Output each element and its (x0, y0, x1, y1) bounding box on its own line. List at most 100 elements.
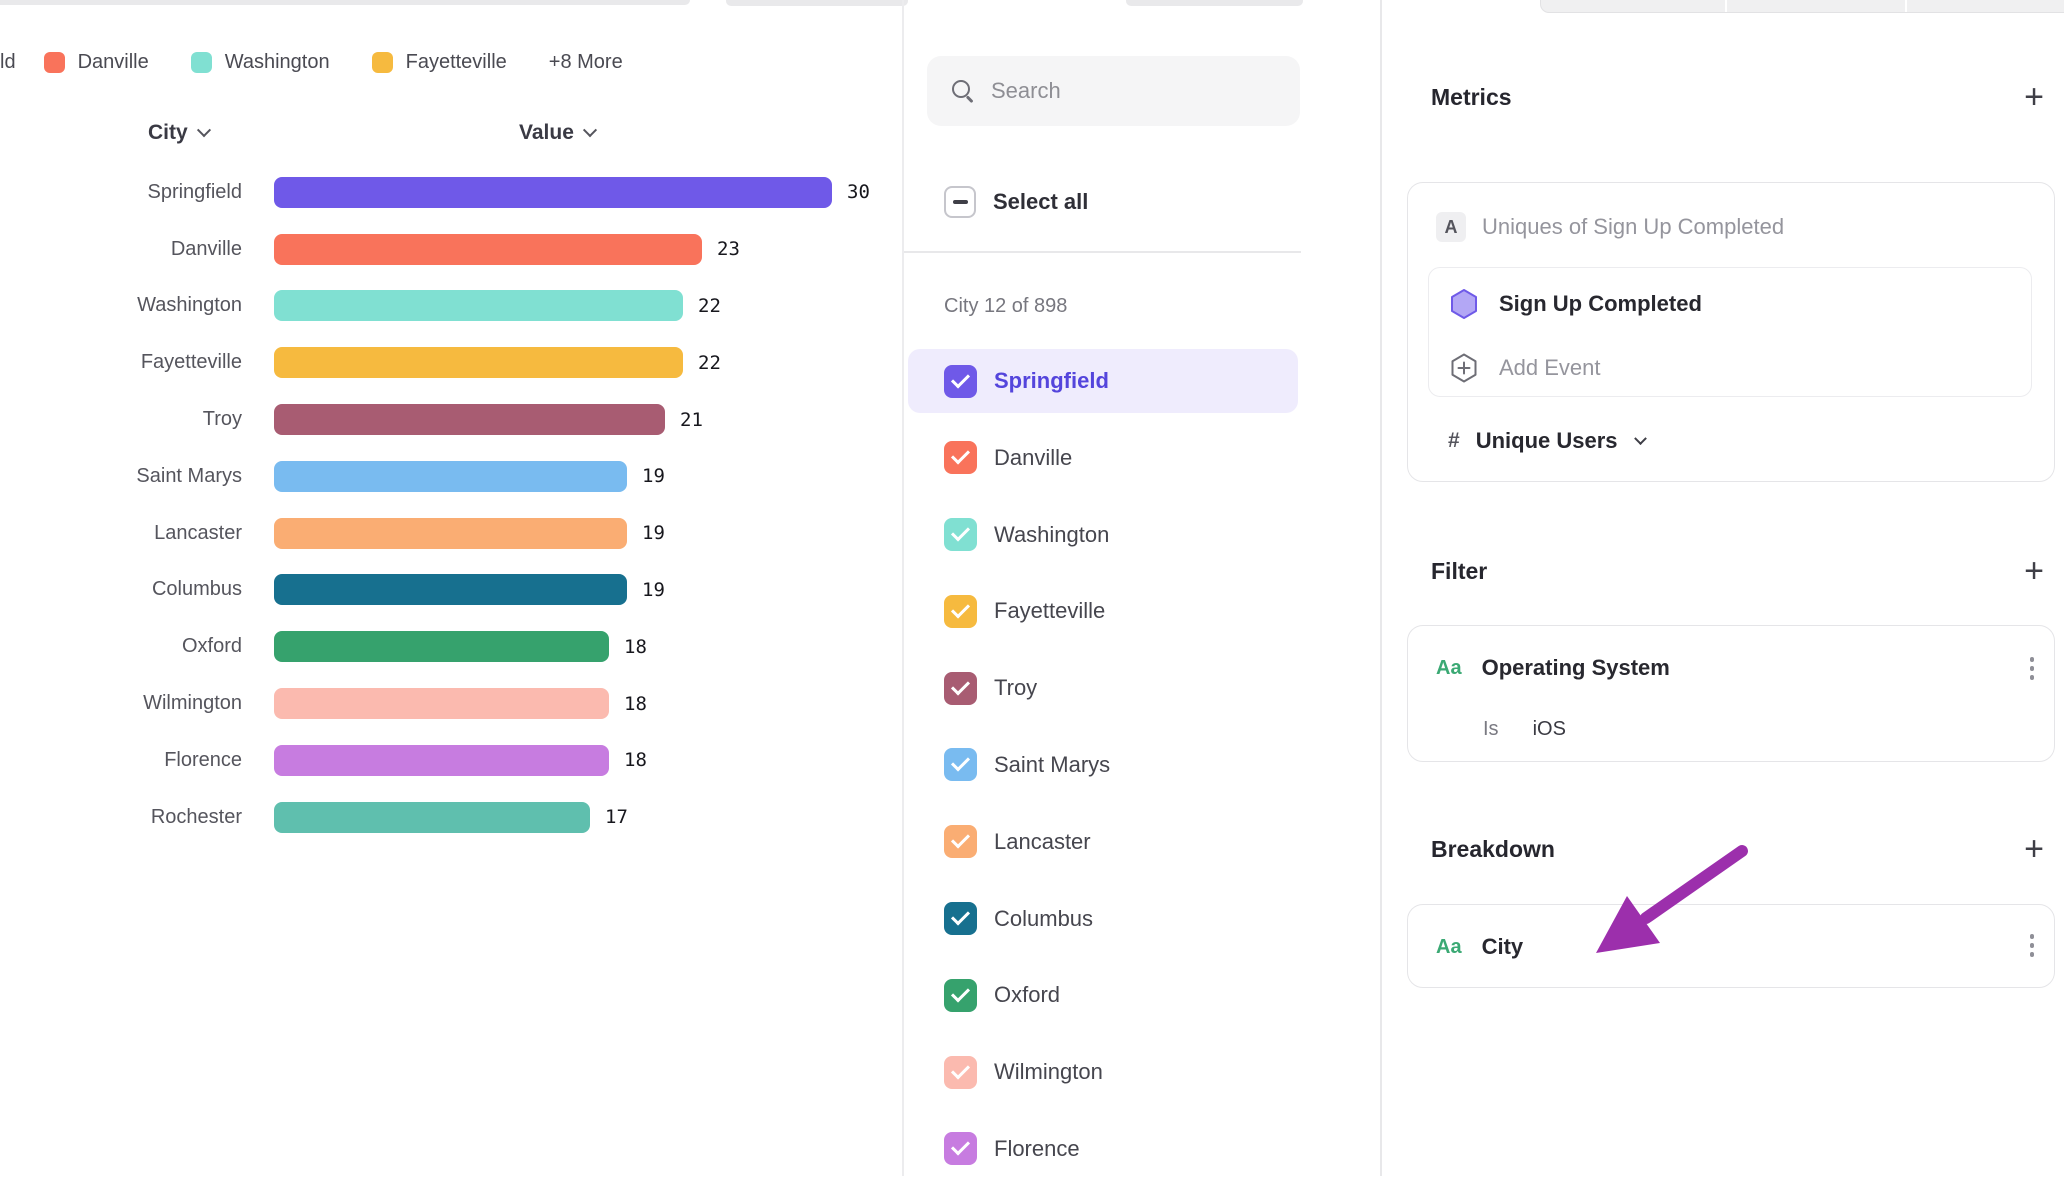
panel-divider (1380, 0, 1382, 1176)
legend-swatch (371, 51, 393, 73)
city-list-item: Oxford (904, 963, 1382, 1040)
city-checkbox-checked[interactable] (944, 825, 977, 859)
city-list-item-row[interactable]: Fayetteville (908, 579, 1298, 643)
select-all-checkbox-row[interactable]: Select all (944, 186, 1088, 218)
bar-row: Fayetteville 22 (0, 334, 903, 391)
aggregation-label: Unique Users (1475, 428, 1618, 453)
city-list-item: Danville (904, 426, 1382, 503)
breakdown-kebab-menu[interactable] (2029, 934, 2035, 957)
bar-value-label: 19 (642, 578, 665, 601)
city-checkbox-checked[interactable] (944, 1055, 977, 1089)
filter-condition-row[interactable]: Is iOS (1483, 715, 1566, 743)
add-metric-button[interactable]: + (2024, 78, 2044, 116)
value-column-sort-header[interactable]: Value (519, 118, 597, 148)
filter-property-row[interactable]: Aa Operating System (1436, 652, 1670, 684)
legend-swatch (190, 51, 212, 73)
city-checkbox-checked[interactable] (944, 671, 977, 705)
city-list-item: Columbus (904, 887, 1382, 964)
metric-summary-row[interactable]: A Uniques of Sign Up Completed (1436, 211, 1784, 243)
city-checkbox-checked[interactable] (944, 364, 977, 398)
bar[interactable] (274, 347, 683, 379)
city-item-label: Danville (994, 444, 1073, 470)
add-breakdown-button[interactable]: + (2024, 830, 2044, 868)
city-checkbox-checked[interactable] (944, 902, 977, 936)
aggregation-dropdown[interactable]: # Unique Users (1448, 426, 1647, 456)
bar-value-label: 30 (847, 181, 870, 204)
bar-row: Lancaster 19 (0, 505, 903, 562)
city-checkbox-checked[interactable] (944, 441, 977, 475)
city-list-item-row[interactable]: Wilmington (908, 1040, 1298, 1104)
city-list: Springfield Danville Washington Fayettevill… (904, 349, 1382, 1194)
bar-category-label: Fayetteville (140, 351, 242, 374)
filter-property-name: Operating System (1481, 655, 1670, 680)
event-row[interactable]: Sign Up Completed (1449, 288, 1702, 320)
bar-category-label: Oxford (181, 635, 242, 658)
bar[interactable] (274, 517, 627, 549)
bar-row: Saint Marys 19 (0, 448, 903, 505)
select-all-checkbox[interactable] (944, 186, 976, 218)
metric-letter-badge: A (1436, 212, 1466, 242)
city-item-label: Florence (994, 1135, 1080, 1161)
toolbar-fragment-right (1126, 0, 1303, 6)
city-list-item: Troy (904, 656, 1382, 733)
breakdown-card: Aa City (1407, 904, 2055, 988)
bar-row: Florence 18 (0, 732, 903, 789)
filter-kebab-menu[interactable] (2029, 657, 2035, 680)
chevron-down-icon (1633, 431, 1647, 445)
bar-category-label: Washington (137, 294, 242, 317)
value-column-label: Value (519, 121, 574, 144)
bar-value-label: 18 (624, 692, 647, 715)
bar-category-label: Springfield (147, 180, 242, 203)
legend-more-button[interactable]: +8 More (548, 50, 623, 73)
city-checkbox-checked[interactable] (944, 1132, 977, 1166)
city-list-item-row[interactable]: Saint Marys (908, 733, 1298, 797)
bar[interactable] (274, 801, 590, 833)
legend-truncated-fragment: ld (0, 50, 16, 73)
city-list-item: Wilmington (904, 1040, 1382, 1117)
bar[interactable] (274, 233, 702, 265)
bar[interactable] (274, 460, 627, 492)
bar[interactable] (274, 574, 627, 606)
bar[interactable] (274, 744, 609, 776)
city-column-sort-header[interactable]: City (148, 118, 211, 148)
breakdown-property-row[interactable]: Aa City (1436, 931, 1523, 963)
city-list-item-row[interactable]: Troy (908, 656, 1298, 720)
bar-category-label: Troy (202, 408, 242, 431)
city-checkbox-checked[interactable] (944, 518, 977, 552)
filter-operator: Is (1483, 717, 1499, 740)
bar[interactable] (274, 176, 832, 208)
legend-item-label: Danville (77, 50, 149, 73)
city-list-item-row[interactable]: Columbus (908, 887, 1298, 951)
city-checkbox-checked[interactable] (944, 748, 977, 782)
metrics-heading: Metrics (1431, 84, 1512, 110)
city-checkbox-checked[interactable] (944, 594, 977, 628)
city-list-item-row[interactable]: Washington (908, 503, 1298, 567)
breakdown-bar-chart: ld Danville Washington Fayetteville +8 More … (0, 0, 903, 1176)
toolbar-fragment-middle (726, 0, 908, 6)
city-item-label: Saint Marys (994, 751, 1111, 777)
string-property-type-icon: Aa (1436, 656, 1462, 679)
toolbar-fragment-left (0, 0, 690, 5)
city-list-item-row[interactable]: Danville (908, 426, 1298, 490)
bar-category-label: Wilmington (143, 692, 242, 715)
bar[interactable] (274, 688, 609, 720)
top-tabbar-fragment[interactable] (1540, 0, 2064, 13)
bar-category-label: Rochester (150, 805, 242, 828)
bar-row: Rochester 17 (0, 789, 903, 846)
city-list-item-row[interactable]: Springfield (908, 349, 1298, 413)
filter-card: Aa Operating System Is iOS (1407, 625, 2055, 762)
filter-value: iOS (1532, 717, 1566, 740)
city-list-item-row[interactable]: Oxford (908, 963, 1298, 1027)
indeterminate-minus-icon (952, 200, 968, 204)
city-list-item-row[interactable]: Florence (908, 1117, 1298, 1181)
city-item-label: Washington (994, 521, 1110, 547)
bar[interactable] (274, 404, 665, 436)
bar[interactable] (274, 631, 609, 663)
search-input[interactable]: Search (927, 56, 1300, 126)
bar[interactable] (274, 290, 683, 322)
add-event-row[interactable]: Add Event (1449, 352, 1601, 384)
panel-divider (902, 0, 904, 1176)
city-checkbox-checked[interactable] (944, 978, 977, 1012)
city-list-item-row[interactable]: Lancaster (908, 810, 1298, 874)
add-filter-button[interactable]: + (2024, 552, 2044, 590)
